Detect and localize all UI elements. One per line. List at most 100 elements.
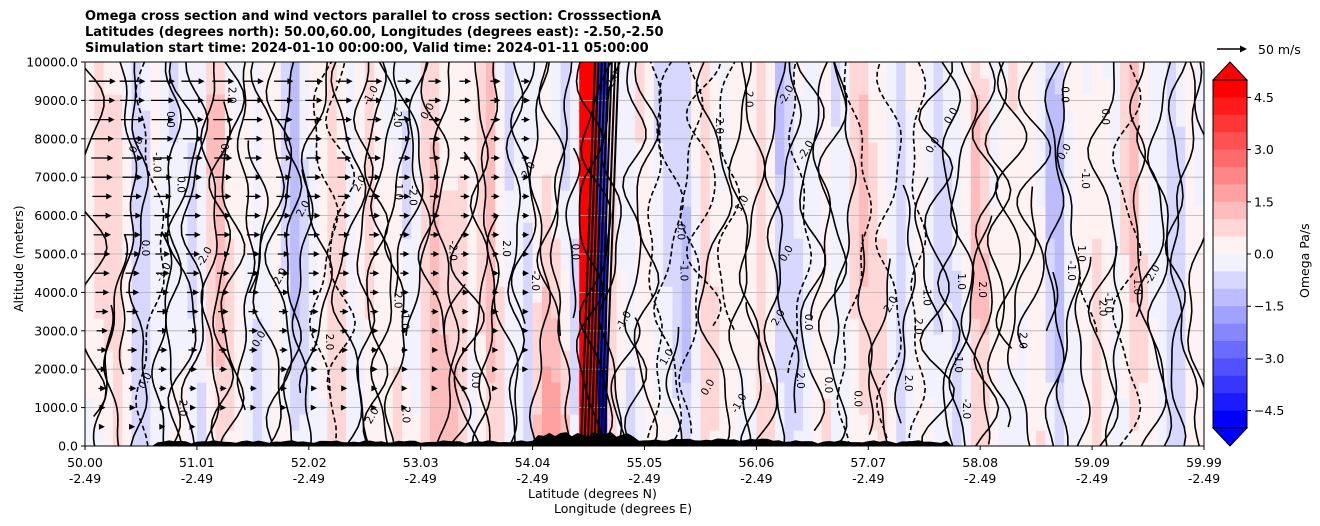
omega-cell bbox=[793, 398, 804, 415]
omega-cell bbox=[719, 62, 730, 79]
omega-cell bbox=[784, 238, 795, 255]
omega-cell bbox=[1036, 382, 1047, 399]
omega-cell bbox=[775, 62, 785, 79]
omega-cell bbox=[299, 318, 310, 335]
omega-cell bbox=[681, 366, 692, 383]
omega-cell bbox=[122, 382, 133, 399]
omega-cell bbox=[588, 126, 599, 143]
contour-line bbox=[717, 62, 741, 331]
omega-cell bbox=[1054, 94, 1065, 111]
omega-cell bbox=[924, 110, 935, 127]
wind-vector-head bbox=[314, 231, 321, 238]
omega-cell bbox=[252, 318, 263, 335]
x-tick-label-lon: -2.49 bbox=[516, 471, 548, 486]
omega-cell bbox=[691, 270, 702, 287]
omega-cell bbox=[1017, 350, 1028, 367]
omega-cell bbox=[653, 254, 664, 271]
omega-cell bbox=[560, 318, 571, 335]
omega-cell bbox=[448, 174, 459, 191]
omega-cell bbox=[989, 174, 1000, 191]
omega-cell bbox=[961, 366, 972, 383]
wind-vector-head bbox=[376, 78, 383, 85]
omega-cell bbox=[924, 382, 935, 399]
omega-cell bbox=[653, 318, 664, 335]
omega-cell bbox=[112, 78, 123, 95]
omega-cell bbox=[1017, 62, 1028, 79]
omega-cell bbox=[607, 286, 618, 303]
contour-line bbox=[948, 62, 979, 446]
omega-cell bbox=[569, 238, 580, 255]
omega-cell bbox=[1054, 318, 1065, 335]
omega-cell bbox=[700, 350, 711, 367]
omega-cell bbox=[644, 382, 655, 399]
omega-cell bbox=[942, 222, 953, 239]
omega-cell bbox=[336, 366, 347, 383]
omega-cell bbox=[355, 94, 366, 111]
wind-vector-head bbox=[164, 231, 171, 238]
wind-vector-head bbox=[340, 404, 347, 411]
omega-cell bbox=[206, 78, 217, 95]
omega-cell bbox=[1092, 158, 1103, 175]
omega-cell bbox=[924, 430, 935, 446]
omega-cell bbox=[1176, 110, 1186, 127]
omega-cell bbox=[849, 398, 860, 415]
omega-cell bbox=[728, 110, 739, 127]
omega-cell bbox=[476, 398, 487, 415]
omega-cell bbox=[821, 286, 832, 303]
wind-vector-head bbox=[220, 385, 227, 392]
omega-cell bbox=[467, 414, 478, 431]
omega-cell bbox=[513, 190, 524, 207]
omega-cell bbox=[336, 414, 347, 431]
omega-cell bbox=[299, 366, 310, 383]
omega-cell bbox=[318, 334, 329, 351]
omega-cell bbox=[131, 94, 142, 111]
omega-cell bbox=[411, 430, 422, 446]
omega-cell bbox=[206, 190, 217, 207]
omega-cell bbox=[803, 222, 813, 239]
wind-vector-head bbox=[432, 327, 439, 334]
omega-cell bbox=[532, 382, 543, 399]
omega-cell bbox=[812, 254, 823, 271]
omega-cell bbox=[653, 414, 664, 431]
wind-vector-head bbox=[162, 327, 169, 334]
omega-cell bbox=[849, 318, 860, 335]
omega-cell bbox=[728, 414, 739, 431]
omega-cell bbox=[886, 78, 897, 95]
omega-cell bbox=[280, 62, 291, 79]
wind-vector-head bbox=[375, 135, 382, 142]
omega-cell bbox=[206, 382, 217, 399]
omega-cell bbox=[196, 350, 207, 367]
omega-cell bbox=[831, 206, 841, 223]
wind-vector-head bbox=[493, 231, 500, 238]
contour-line bbox=[432, 62, 460, 446]
omega-cell bbox=[1017, 190, 1028, 207]
omega-cell bbox=[868, 94, 879, 111]
omega-cell bbox=[998, 318, 1009, 335]
omega-cell bbox=[122, 366, 133, 383]
omega-cell bbox=[905, 126, 916, 143]
omega-cell bbox=[942, 254, 953, 271]
omega-cell bbox=[821, 366, 832, 383]
omega-cell bbox=[1026, 382, 1037, 399]
omega-cell bbox=[1036, 318, 1047, 335]
omega-cell bbox=[1017, 382, 1028, 399]
omega-cell bbox=[541, 334, 552, 351]
omega-cell bbox=[886, 94, 897, 111]
omega-cell bbox=[989, 126, 1000, 143]
omega-cell bbox=[961, 222, 972, 239]
omega-cell bbox=[691, 254, 702, 271]
omega-cell bbox=[1073, 238, 1084, 255]
wind-vector-head bbox=[108, 116, 115, 123]
omega-cell bbox=[933, 398, 944, 415]
omega-cell bbox=[103, 94, 114, 111]
y-tick-label: 1000.0 bbox=[34, 400, 78, 415]
omega-cell bbox=[560, 270, 571, 287]
wind-vector-head bbox=[523, 193, 530, 200]
omega-cell bbox=[94, 142, 105, 159]
omega-cell bbox=[402, 270, 412, 287]
omega-cell bbox=[653, 430, 664, 446]
omega-cell bbox=[886, 190, 897, 207]
omega-cell bbox=[765, 382, 776, 399]
omega-cell bbox=[849, 126, 860, 143]
omega-cell bbox=[1036, 206, 1047, 223]
